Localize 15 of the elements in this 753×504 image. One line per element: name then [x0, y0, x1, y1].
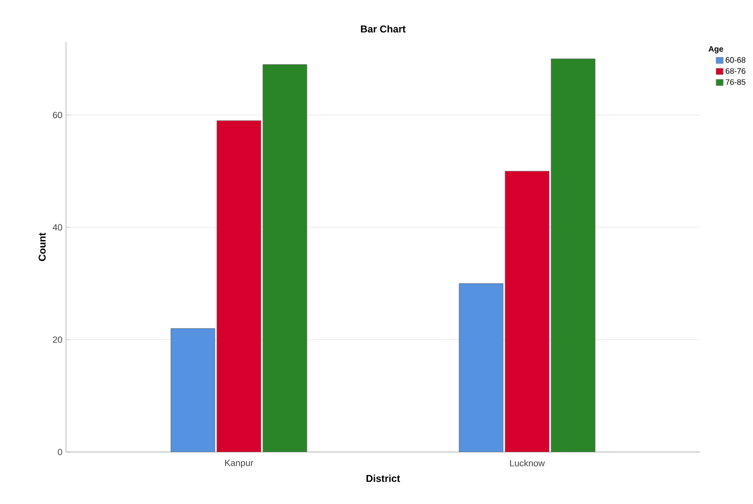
bar	[170, 328, 216, 452]
bar	[504, 170, 550, 452]
x-tick-label: Lucknow	[510, 460, 545, 466]
bar	[262, 64, 308, 452]
y-axis-title: Count	[38, 232, 46, 261]
chart-title: Bar Chart	[360, 25, 406, 33]
y-tick-label: 20	[52, 336, 62, 343]
y-tick-label: 60	[52, 112, 62, 118]
y-tick-label: 0	[58, 448, 62, 456]
x-axis-title: District	[366, 474, 400, 482]
bar	[458, 283, 504, 452]
x-tick-label: Kanpur	[225, 460, 254, 468]
y-tick-label: 40	[52, 224, 62, 231]
bar	[216, 120, 262, 452]
bar	[550, 58, 596, 452]
